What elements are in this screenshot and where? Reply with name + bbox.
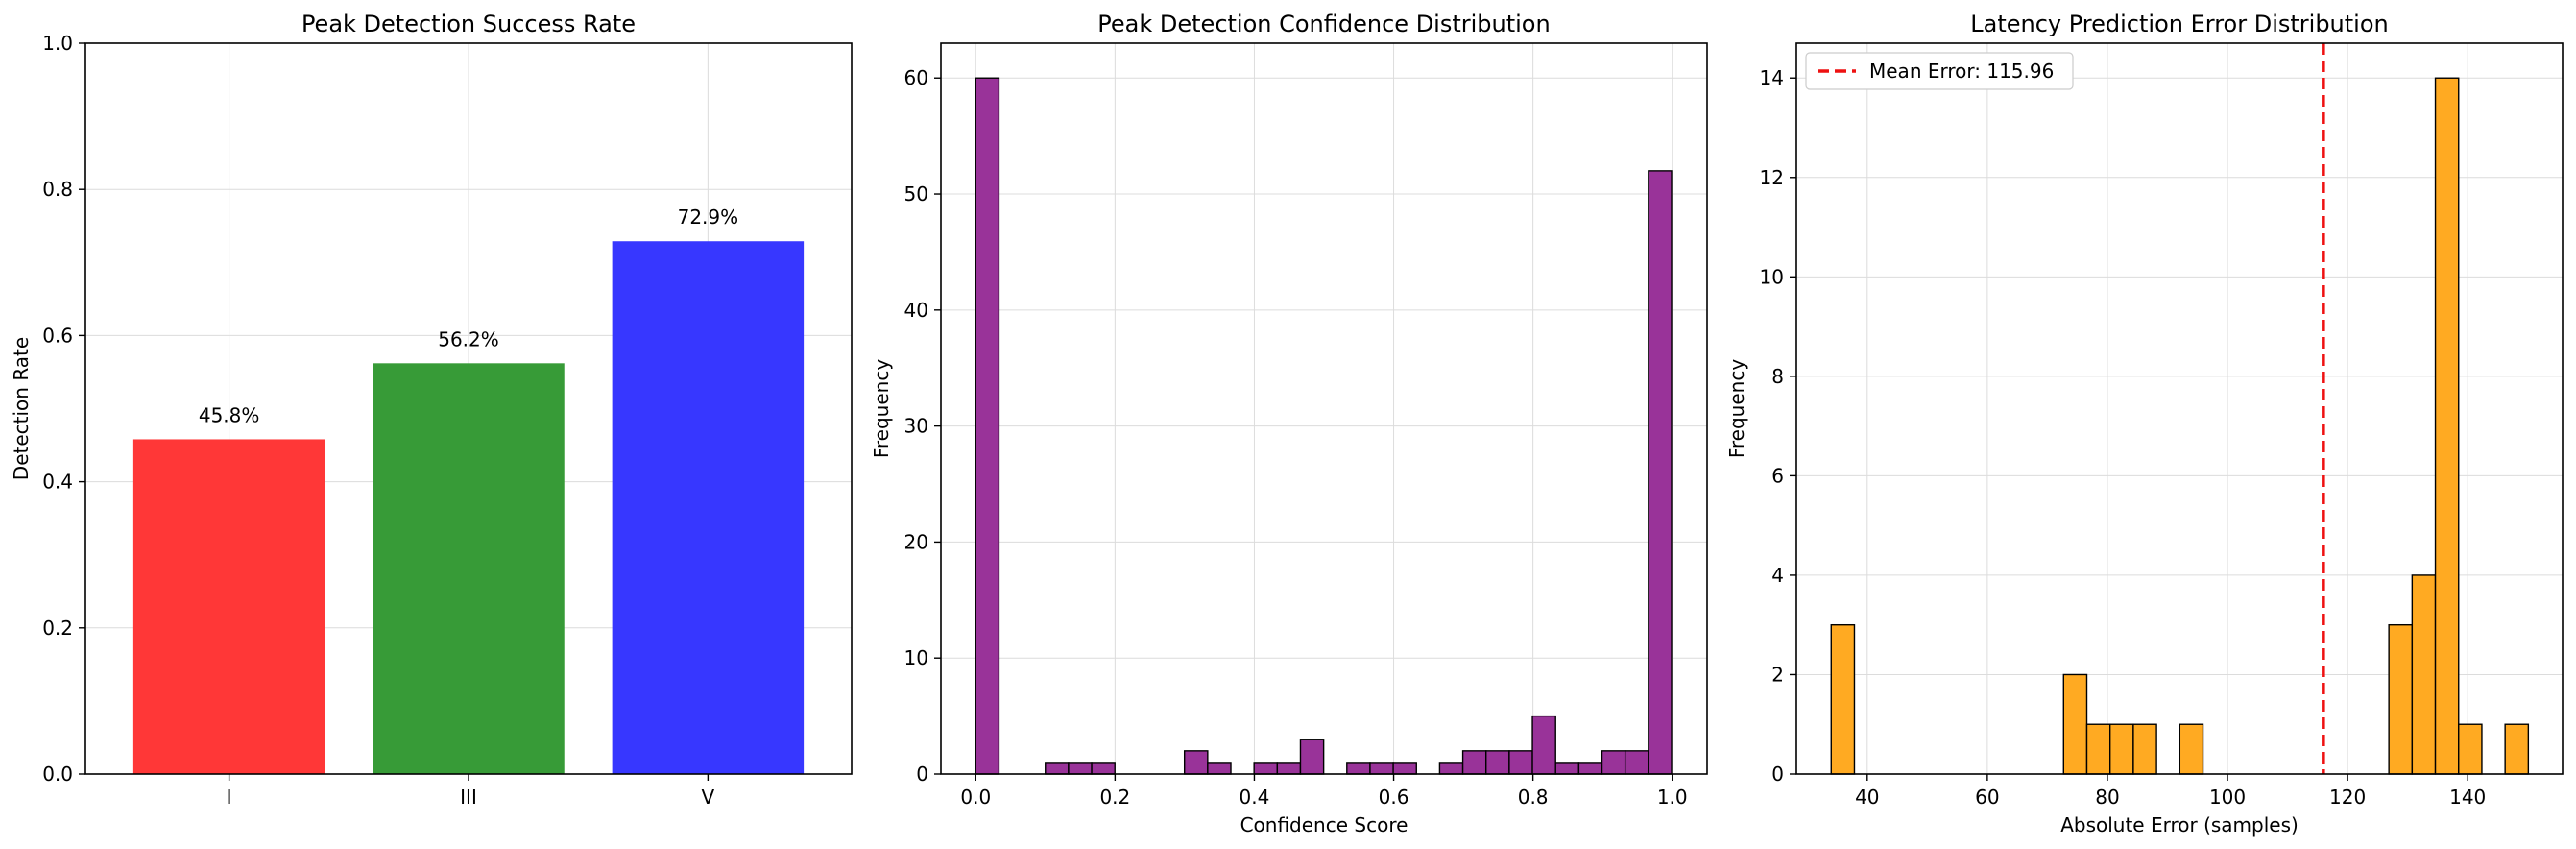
y-tick-label: 12 bbox=[1760, 166, 1784, 189]
y-tick-label: 30 bbox=[904, 415, 928, 438]
x-tick-label: 0.4 bbox=[1240, 786, 1270, 809]
y-tick-label: 40 bbox=[904, 299, 928, 322]
data-label: 56.2% bbox=[438, 327, 499, 351]
histogram-bar bbox=[1276, 762, 1302, 775]
histogram-bar bbox=[1461, 750, 1487, 775]
x-tick-label: III bbox=[460, 786, 477, 809]
x-tick-label: 0.2 bbox=[1099, 786, 1130, 809]
legend-box bbox=[1805, 52, 2074, 90]
histogram-bar bbox=[1207, 762, 1232, 775]
chart-title: Peak Detection Confidence Distribution bbox=[1097, 11, 1550, 37]
y-tick-label: 10 bbox=[1760, 265, 1784, 288]
x-tick-label: 0.8 bbox=[1518, 786, 1549, 809]
y-tick-label: 0.4 bbox=[42, 471, 73, 494]
histogram-bar bbox=[1624, 750, 1649, 775]
plot-frame bbox=[1795, 42, 2564, 775]
bar-V bbox=[612, 241, 805, 774]
y-tick-label: 0.0 bbox=[42, 763, 73, 786]
y-tick-label: 60 bbox=[904, 66, 928, 89]
histogram-bar bbox=[1830, 623, 1856, 775]
x-tick-label: 100 bbox=[2209, 786, 2246, 809]
data-label: 72.9% bbox=[678, 206, 739, 229]
histogram-bar bbox=[1438, 762, 1464, 775]
histogram-bar bbox=[1253, 762, 1279, 775]
histogram-bar bbox=[2132, 723, 2157, 775]
x-tick-label: 60 bbox=[1975, 786, 1999, 809]
x-tick-label: V bbox=[702, 786, 715, 809]
chart-panel-3: Mean Error: 115.96 0 2 4 6 8 10 12 14 40 60 80 100 12… bbox=[1725, 11, 2564, 837]
y-tick-label: 1.0 bbox=[42, 32, 73, 55]
histogram-bar bbox=[1531, 715, 1556, 775]
y-tick-label: 6 bbox=[1771, 464, 1784, 487]
plot-frame bbox=[940, 42, 1708, 775]
y-tick-label: 10 bbox=[904, 646, 928, 669]
y-tick-label: 4 bbox=[1771, 564, 1784, 587]
histogram-bar bbox=[1346, 762, 1371, 775]
histogram-bar bbox=[975, 77, 1000, 775]
chart-title: Latency Prediction Error Distribution bbox=[1970, 11, 2389, 37]
histogram-bar bbox=[1068, 762, 1093, 775]
histogram-bar bbox=[2411, 574, 2437, 775]
histogram-bar bbox=[1045, 762, 1070, 775]
histogram-bar bbox=[1299, 739, 1325, 775]
chart-panel-1: 45.8%56.2%72.9%0.00.20.40.60.81.0I III VPe… bbox=[10, 11, 853, 809]
histogram-bar bbox=[2504, 723, 2530, 775]
histogram-bar bbox=[1554, 762, 1580, 775]
y-tick-label: 0 bbox=[916, 763, 928, 786]
y-tick-label: 8 bbox=[1771, 365, 1784, 388]
y-tick-label: 14 bbox=[1760, 66, 1784, 89]
y-axis-label: Frequency bbox=[1725, 359, 1748, 458]
x-axis-label: Absolute Error (samples) bbox=[2060, 813, 2299, 837]
bar-III bbox=[373, 363, 565, 774]
y-tick-label: 50 bbox=[904, 182, 928, 206]
y-tick-label: 0.6 bbox=[42, 324, 73, 347]
y-tick-label: 0.8 bbox=[42, 178, 73, 201]
histogram-bar bbox=[2179, 723, 2204, 775]
chart-title: Peak Detection Success Rate bbox=[301, 11, 636, 37]
x-tick-label: 1.0 bbox=[1657, 786, 1688, 809]
x-tick-label: I bbox=[227, 786, 232, 809]
bar-I bbox=[132, 439, 325, 774]
chart-panel-2: 0 10 20 30 40 50 60 0.0 0.2 0.4 0.6 0.8 1.0 Peak Dete… bbox=[870, 11, 1708, 837]
histogram-bar bbox=[2109, 723, 2134, 775]
histogram-bar bbox=[2458, 723, 2483, 775]
x-tick-label: 40 bbox=[1855, 786, 1879, 809]
x-tick-label: 80 bbox=[2095, 786, 2119, 809]
histogram-bar bbox=[1369, 762, 1394, 775]
histogram-bar bbox=[2388, 623, 2414, 775]
x-tick-label: 0.6 bbox=[1379, 786, 1409, 809]
y-tick-label: 20 bbox=[904, 530, 928, 553]
histogram-bar bbox=[1508, 750, 1533, 775]
histogram-bar bbox=[2062, 673, 2088, 775]
legend: Mean Error: 115.96 bbox=[1805, 52, 2074, 90]
histogram-bar bbox=[2434, 77, 2460, 775]
histogram-bar bbox=[1091, 762, 1116, 775]
histogram-bar bbox=[1577, 762, 1603, 775]
x-tick-label: 120 bbox=[2329, 786, 2366, 809]
histogram-bar bbox=[1392, 762, 1417, 775]
x-axis-label: Confidence Score bbox=[1240, 813, 1408, 837]
histogram-bar bbox=[2085, 723, 2111, 775]
data-label: 45.8% bbox=[199, 403, 260, 426]
histogram-bar bbox=[1601, 750, 1626, 775]
histogram-bar bbox=[1183, 750, 1209, 775]
histogram-bar bbox=[1648, 170, 1673, 775]
legend-label: Mean Error: 115.96 bbox=[1869, 60, 2054, 83]
y-tick-label: 2 bbox=[1771, 663, 1784, 686]
y-tick-label: 0 bbox=[1771, 763, 1784, 786]
x-tick-label: 0.0 bbox=[960, 786, 991, 809]
histogram-bar bbox=[1485, 750, 1510, 775]
y-axis-label: Frequency bbox=[870, 359, 893, 458]
y-tick-label: 0.2 bbox=[42, 617, 73, 640]
x-tick-label: 140 bbox=[2449, 786, 2486, 809]
y-axis-label: Detection Rate bbox=[10, 337, 33, 480]
